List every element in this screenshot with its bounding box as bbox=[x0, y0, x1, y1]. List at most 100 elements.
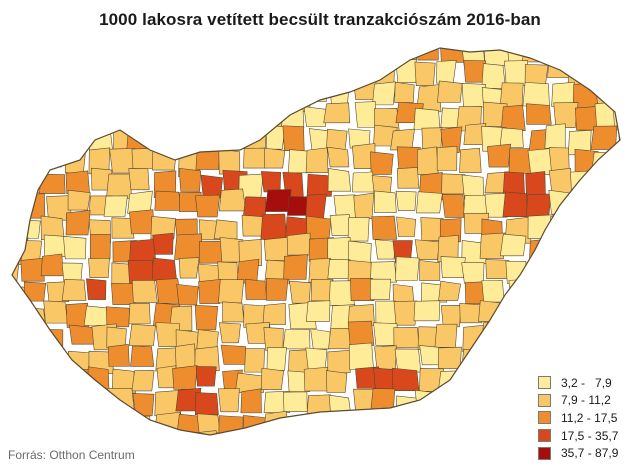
district-cell bbox=[264, 259, 290, 284]
district-cell bbox=[242, 58, 267, 81]
district-cell bbox=[505, 417, 529, 435]
district-cell bbox=[282, 329, 311, 350]
district-cell bbox=[213, 219, 238, 240]
district-cell bbox=[260, 213, 287, 240]
district-cell bbox=[266, 347, 287, 371]
district-cell bbox=[328, 48, 353, 57]
district-cell bbox=[323, 102, 351, 124]
district-cell bbox=[526, 103, 552, 125]
district-cell bbox=[614, 85, 620, 113]
district-cell bbox=[618, 129, 620, 151]
district-cell bbox=[106, 173, 132, 199]
district-cell bbox=[396, 167, 420, 189]
district-cell bbox=[612, 102, 620, 130]
district-cell bbox=[614, 325, 620, 352]
district-cell bbox=[244, 103, 269, 129]
district-cell bbox=[12, 151, 25, 178]
district-cell bbox=[283, 391, 308, 412]
district-cell bbox=[217, 388, 240, 413]
district-cell bbox=[351, 415, 375, 435]
district-cell bbox=[524, 64, 549, 86]
district-cell bbox=[264, 189, 292, 212]
district-cell bbox=[243, 147, 267, 169]
district-cell bbox=[12, 123, 25, 147]
district-cell bbox=[265, 125, 286, 150]
district-cell bbox=[172, 48, 199, 64]
district-cell bbox=[636, 304, 640, 328]
district-cell bbox=[128, 323, 156, 346]
district-cell bbox=[438, 280, 462, 301]
district-cell bbox=[42, 102, 66, 125]
district-cell bbox=[110, 85, 139, 106]
district-cell bbox=[153, 106, 175, 131]
district-cell bbox=[12, 62, 17, 87]
district-cell bbox=[45, 80, 67, 104]
district-cell bbox=[262, 83, 287, 113]
district-cell bbox=[195, 58, 220, 81]
district-cell bbox=[40, 144, 63, 168]
district-cell bbox=[195, 48, 223, 67]
district-cell bbox=[546, 48, 568, 66]
district-cell bbox=[391, 367, 420, 391]
district-cell bbox=[436, 146, 458, 171]
district-cell bbox=[108, 414, 132, 435]
district-cell bbox=[481, 411, 504, 433]
legend-item-4: 17,5 - 35,7 bbox=[538, 427, 618, 445]
district-cell bbox=[567, 325, 594, 349]
district-cell bbox=[421, 127, 443, 149]
district-cell bbox=[522, 82, 550, 107]
district-cell bbox=[61, 279, 87, 301]
district-cell bbox=[310, 328, 331, 350]
district-cell bbox=[462, 388, 486, 410]
district-cell bbox=[396, 216, 417, 237]
district-cell bbox=[305, 300, 331, 322]
district-cell bbox=[12, 344, 21, 371]
district-cell bbox=[40, 370, 65, 394]
district-cell bbox=[23, 61, 47, 87]
district-cell bbox=[544, 123, 566, 149]
district-cell bbox=[220, 48, 244, 57]
district-cell bbox=[128, 302, 151, 325]
district-cell bbox=[499, 82, 524, 108]
district-cell bbox=[65, 210, 91, 236]
district-cell bbox=[484, 193, 508, 218]
district-cell bbox=[506, 435, 529, 458]
district-cell bbox=[194, 392, 219, 416]
district-cell bbox=[569, 278, 596, 304]
legend-swatch-1 bbox=[538, 376, 551, 390]
district-cell bbox=[437, 80, 463, 103]
district-cell bbox=[374, 239, 397, 260]
district-cell bbox=[593, 191, 615, 214]
district-cell bbox=[326, 370, 348, 393]
district-cell bbox=[128, 415, 151, 435]
district-cell bbox=[333, 194, 358, 219]
district-cell bbox=[129, 81, 152, 105]
district-cell bbox=[240, 388, 262, 414]
district-cell bbox=[440, 256, 466, 278]
district-cell bbox=[194, 346, 220, 371]
district-cell bbox=[485, 387, 508, 414]
district-cell bbox=[614, 370, 620, 396]
district-cell bbox=[281, 48, 306, 61]
district-cell bbox=[353, 192, 375, 219]
district-cell bbox=[282, 432, 309, 435]
legend-label-1: 3,2 - 7,9 bbox=[561, 375, 612, 390]
legend-label-3: 11,2 - 17,5 bbox=[561, 410, 618, 425]
district-cell bbox=[12, 391, 25, 417]
legend-item-2: 7,9 - 11,2 bbox=[538, 392, 618, 410]
district-cell bbox=[218, 188, 246, 212]
district-cell bbox=[244, 439, 269, 459]
district-cell bbox=[12, 412, 20, 435]
district-cell bbox=[412, 413, 436, 435]
district-cell bbox=[18, 104, 43, 128]
district-cell bbox=[174, 233, 203, 260]
district-cell bbox=[24, 145, 49, 170]
district-cell bbox=[438, 346, 462, 369]
district-cell bbox=[304, 81, 327, 102]
district-cell bbox=[151, 257, 178, 282]
district-cell bbox=[327, 349, 351, 374]
district-cell bbox=[436, 60, 457, 84]
district-cell bbox=[634, 152, 640, 176]
district-cell bbox=[327, 237, 352, 264]
